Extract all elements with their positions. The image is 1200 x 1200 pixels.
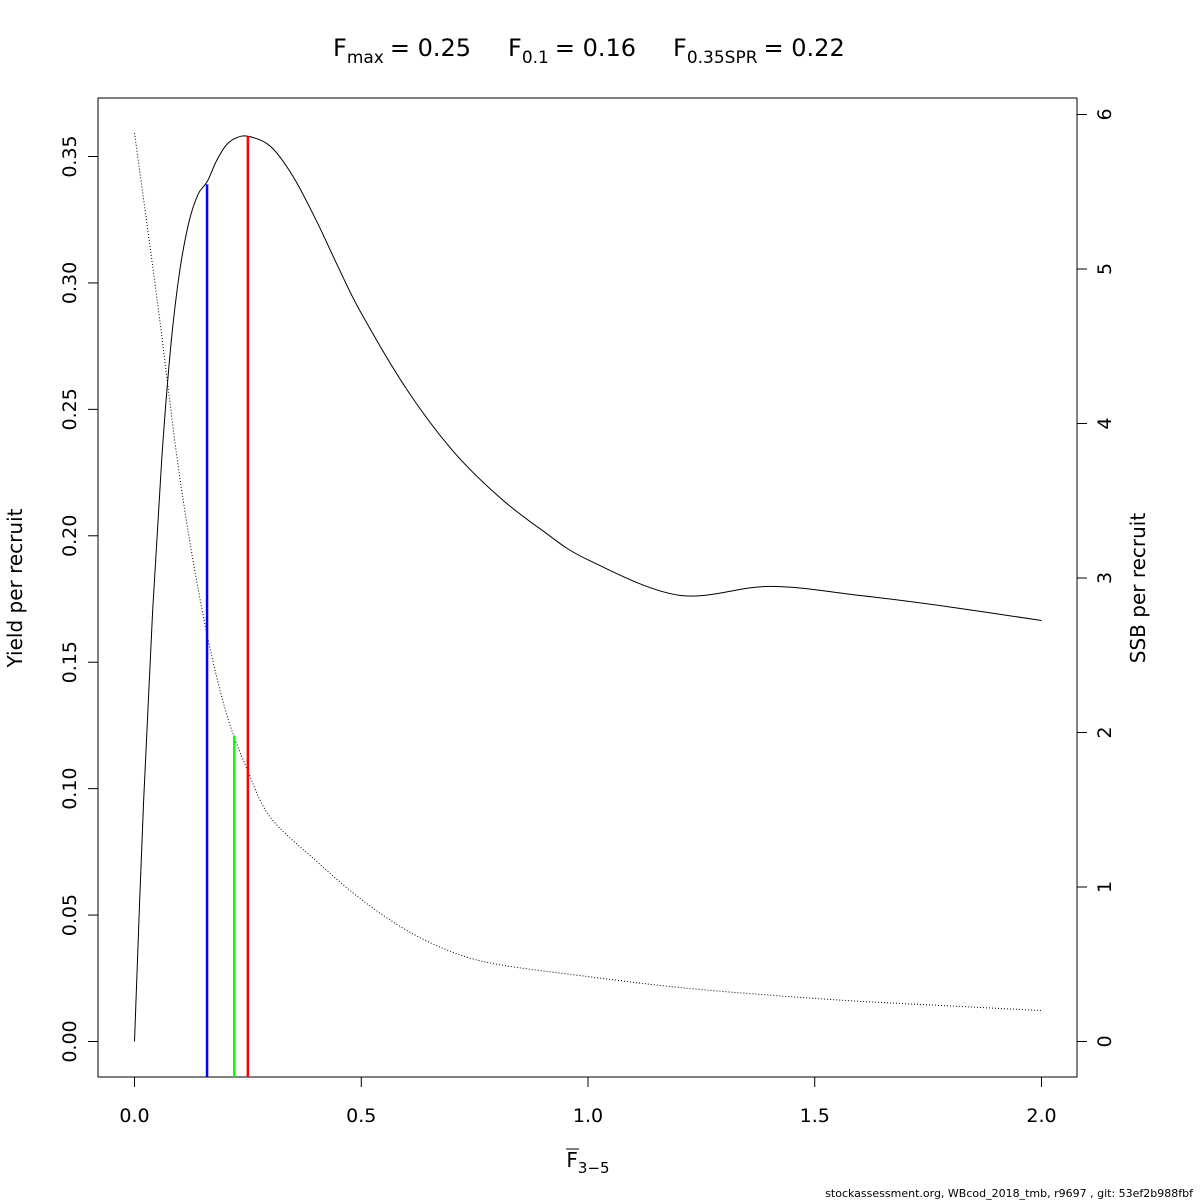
- yield-per-recruit-line: [134, 135, 1042, 1042]
- y-left-axis-label: Yield per recruit: [3, 508, 27, 668]
- reference-lines: [205, 136, 250, 1077]
- y-right-tick-label: 4: [1094, 417, 1116, 429]
- y-left-tick-label: 0.00: [59, 1020, 81, 1062]
- x-axis-label: F3−5: [566, 1148, 609, 1177]
- footer-note: stockassessment.org, WBcod_2018_tmb, r96…: [825, 1187, 1194, 1200]
- y-right-tick-label: 5: [1094, 263, 1116, 275]
- y-left-tick-label: 0.15: [59, 641, 81, 683]
- x-tick-label: 2.0: [1026, 1105, 1056, 1127]
- y-right-tick-label: 0: [1094, 1035, 1116, 1047]
- y-right-tick-label: 3: [1094, 572, 1116, 584]
- y-left-tick-label: 0.10: [59, 767, 81, 809]
- x-tick-label: 0.5: [346, 1105, 376, 1127]
- x-axis: 0.0 0.5 1.0 1.5 2.0: [119, 1076, 1057, 1127]
- chart-title-f01: F0.1 = 0.16: [508, 34, 636, 68]
- chart-title-fspr: F0.35SPR = 0.22: [673, 34, 845, 68]
- y-right-axis-label: SSB per recruit: [1126, 513, 1150, 664]
- chart-title-fmax: Fmax = 0.25: [333, 34, 471, 68]
- x-tick-label: 1.0: [573, 1105, 603, 1127]
- y-left-tick-label: 0.20: [59, 515, 81, 557]
- ssb-per-recruit-line: [134, 132, 1042, 1012]
- x-tick-label: 0.0: [119, 1105, 149, 1127]
- y-right-tick-label: 2: [1094, 726, 1116, 738]
- y-left-tick-label: 0.30: [59, 262, 81, 304]
- y-right-tick-label: 1: [1094, 881, 1116, 893]
- series-group: [134, 132, 1042, 1042]
- plot-frame: [97, 97, 1078, 1078]
- x-tick-label: 1.5: [800, 1105, 830, 1127]
- y-left-tick-label: 0.05: [59, 894, 81, 936]
- y-left-axis: 0.00 0.05 0.10 0.15 0.20 0.25 0.30 0.35: [59, 135, 98, 1063]
- y-left-tick-label: 0.35: [59, 135, 81, 177]
- y-right-tick-label: 6: [1094, 108, 1116, 120]
- y-right-axis: 0 1 2 3 4 5 6: [1077, 108, 1116, 1048]
- y-left-tick-label: 0.25: [59, 388, 81, 430]
